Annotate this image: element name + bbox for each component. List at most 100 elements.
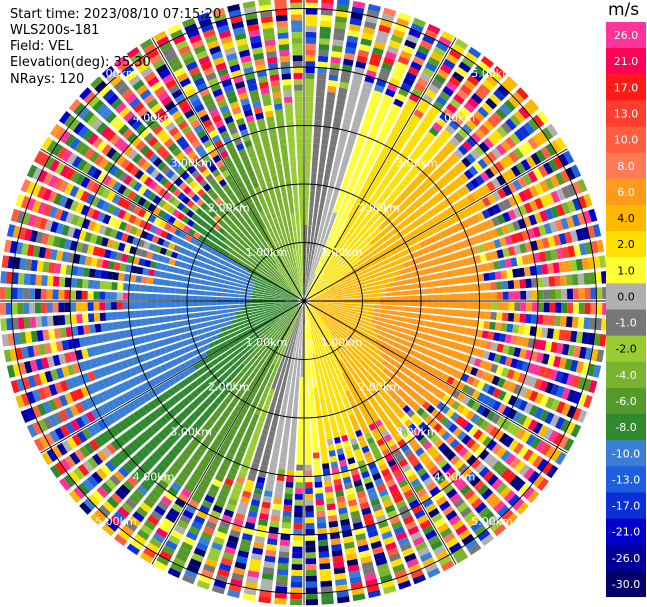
ppi-gate: [451, 350, 460, 359]
ppi-gate: [398, 269, 406, 275]
ppi-gate: [421, 247, 430, 255]
ppi-gate: [317, 269, 322, 276]
ppi-gate: [442, 483, 454, 495]
ppi-gate: [162, 354, 171, 363]
ppi-gate: [363, 224, 371, 232]
ppi-gate: [339, 81, 349, 90]
ppi-gate: [407, 525, 420, 536]
ppi-gate: [579, 243, 587, 256]
ppi-gate: [436, 212, 446, 222]
ppi-gate: [90, 395, 101, 406]
ppi-gate: [272, 313, 278, 317]
ppi-gate: [509, 114, 522, 127]
ppi-gate: [570, 229, 579, 243]
ppi-gate: [225, 375, 234, 384]
ppi-gate: [307, 292, 313, 297]
ppi-gate: [421, 261, 429, 269]
ppi-gate: [251, 301, 258, 304]
ppi-gate: [343, 309, 350, 313]
ppi-gate: [320, 221, 325, 228]
ppi-gate: [292, 411, 298, 418]
ppi-gate: [286, 312, 292, 318]
ppi-gate: [253, 374, 260, 382]
ppi-gate: [309, 301, 316, 303]
ppi-gate: [321, 330, 327, 337]
ppi-gate: [378, 104, 389, 114]
ppi-gate: [443, 309, 450, 316]
ppi-gate: [344, 217, 351, 225]
ppi-gate: [316, 345, 320, 352]
ppi-gate: [305, 587, 318, 594]
ppi-gate: [381, 448, 391, 457]
ppi-gate: [357, 275, 364, 280]
ppi-gate: [215, 344, 223, 351]
ppi-gate: [226, 324, 233, 330]
ppi-gate: [216, 332, 224, 339]
ppi-gate: [305, 265, 308, 272]
ppi-gate: [414, 289, 421, 295]
ppi-gate: [366, 383, 374, 391]
ppi-gate: [375, 272, 382, 278]
ppi-gate: [502, 185, 512, 197]
ppi-gate: [479, 292, 486, 300]
ppi-gate: [122, 283, 130, 291]
ppi-gate: [387, 339, 395, 346]
ppi-gate: [339, 301, 345, 303]
ppi-gate: [501, 509, 514, 522]
ppi-gate: [512, 411, 523, 423]
ppi-gate: [514, 129, 526, 142]
ppi-gate: [424, 356, 432, 364]
ppi-gate: [561, 403, 571, 416]
ppi-gate: [133, 375, 142, 385]
ppi-gate: [132, 398, 142, 409]
ppi-gate: [165, 512, 177, 524]
ppi-gate: [113, 331, 121, 340]
ppi-gate: [377, 169, 387, 178]
ppi-gate: [484, 361, 493, 372]
ppi-gate: [344, 112, 353, 120]
ppi-gate: [435, 322, 443, 330]
ppi-gate: [402, 290, 410, 296]
ppi-gate: [301, 353, 304, 360]
ppi-gate: [426, 481, 437, 492]
ppi-gate: [322, 409, 328, 417]
ppi-gate: [560, 169, 571, 183]
ppi-gate: [174, 415, 184, 425]
ppi-gate: [446, 206, 456, 216]
ppi-gate: [444, 301, 451, 308]
ppi-gate: [446, 217, 455, 226]
ppi-gate: [305, 14, 318, 21]
ppi-gate: [438, 301, 445, 308]
ppi-gate: [274, 317, 281, 322]
ppi-gate: [26, 424, 38, 438]
ppi-gate: [305, 523, 315, 530]
ppi-gate: [313, 274, 318, 281]
ppi-gate: [318, 332, 323, 339]
ppi-gate: [116, 302, 123, 310]
ppi-gate: [325, 162, 333, 170]
ppi-gate: [157, 254, 165, 263]
ppi-gate: [205, 258, 213, 265]
ppi-gate: [532, 114, 545, 128]
ppi-gate: [152, 467, 164, 478]
ppi-gate: [437, 442, 448, 453]
ppi-gate: [266, 348, 272, 355]
ppi-gate: [278, 311, 284, 316]
ppi-gate: [290, 581, 303, 588]
ppi-gate: [294, 317, 298, 323]
ppi-gate: [346, 100, 356, 109]
ppi-gate: [453, 148, 464, 160]
ppi-gate: [243, 333, 250, 339]
ppi-gate: [461, 56, 475, 69]
ppi-gate: [545, 396, 555, 409]
ppi-gate: [555, 136, 567, 151]
ppi-gate: [312, 440, 319, 447]
ppi-gate: [292, 552, 303, 559]
ppi-gate: [486, 151, 498, 163]
ppi-gate: [443, 237, 452, 246]
ppi-gate: [274, 332, 280, 339]
ppi-gate: [345, 332, 352, 338]
ppi-gate: [546, 263, 555, 274]
ppi-gate: [347, 382, 354, 390]
ppi-gate: [260, 372, 267, 379]
